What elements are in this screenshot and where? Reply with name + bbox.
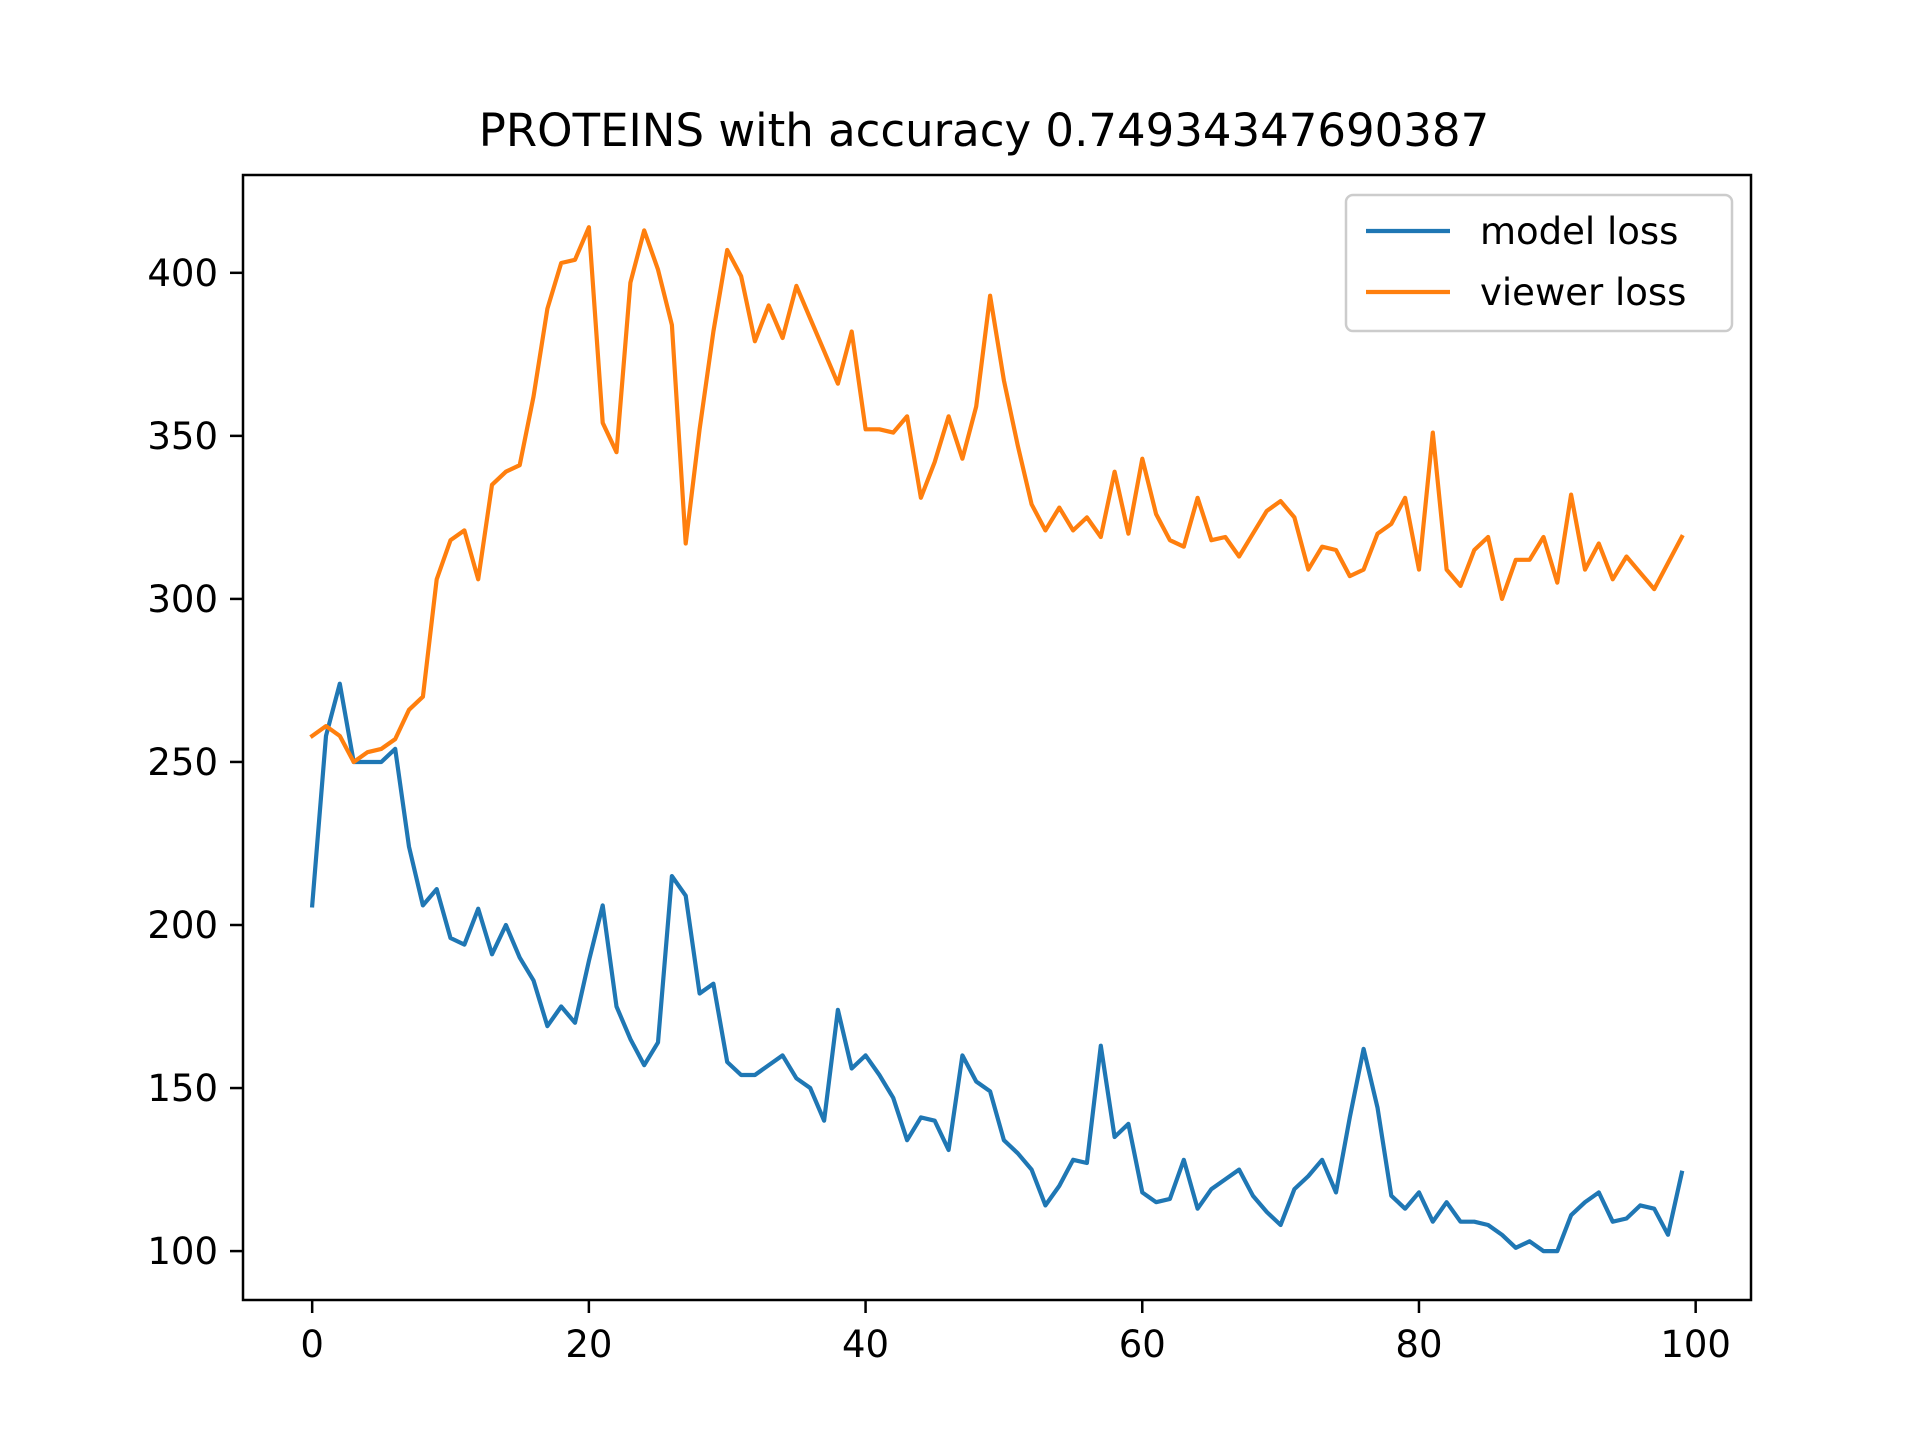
legend-label: viewer loss [1480,271,1686,314]
y-tick-label: 250 [147,741,218,784]
x-tick-label: 20 [565,1323,612,1366]
plot-area [309,225,1685,1254]
legend: model loss viewer loss [1344,193,1734,333]
x-tick-label: 80 [1395,1323,1442,1366]
series-line-model-loss [309,681,1685,1254]
x-tick-label: 100 [1660,1323,1731,1366]
x-tick-label: 40 [842,1323,889,1366]
series-line-viewer-loss [309,225,1685,765]
y-tick-label: 350 [147,415,218,458]
y-tick-label: 300 [147,578,218,621]
axes-frame [241,173,1753,1302]
y-tick-label: 400 [147,252,218,295]
x-tick-label: 60 [1119,1323,1166,1366]
y-tick-label: 200 [147,904,218,947]
y-tick-label: 100 [147,1230,218,1273]
chart-title: PROTEINS with accuracy 0.74934347690387 [479,104,1489,157]
axes: 0 20 40 60 80 100 100 150 200 250 300 350 400 [147,173,1753,1366]
legend-label: model loss [1480,210,1678,253]
x-tick-label: 0 [300,1323,324,1366]
y-tick-label: 150 [147,1067,218,1110]
